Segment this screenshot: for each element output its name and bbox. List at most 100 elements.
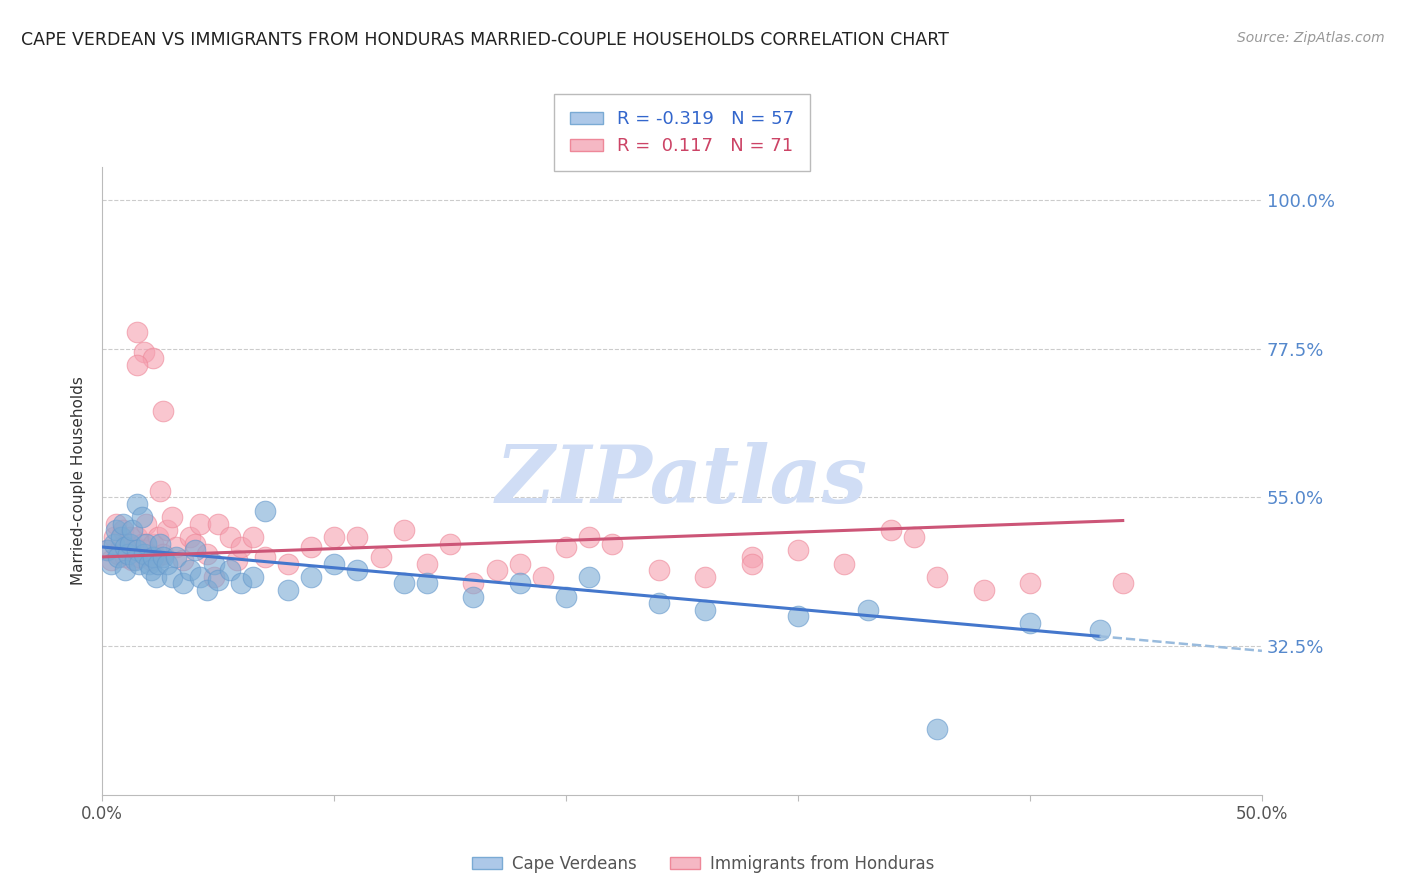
Point: [787, 543, 810, 558]
Point: [114, 549, 136, 564]
Point: [242, 530, 264, 544]
Point: [114, 563, 136, 577]
Point: [463, 590, 485, 604]
Point: [142, 549, 165, 564]
Point: [125, 497, 148, 511]
Point: [253, 549, 276, 564]
Point: [124, 553, 146, 567]
Point: [135, 516, 157, 531]
Point: [117, 547, 139, 561]
Point: [160, 510, 183, 524]
Point: [149, 537, 172, 551]
Point: [323, 530, 346, 544]
Point: [370, 549, 392, 564]
Point: [1112, 576, 1135, 591]
Point: [648, 596, 671, 610]
Point: [1088, 623, 1111, 637]
Point: [103, 537, 125, 551]
Point: [242, 570, 264, 584]
Point: [648, 563, 671, 577]
Point: [741, 549, 763, 564]
Point: [416, 557, 439, 571]
Point: [277, 557, 299, 571]
Point: [1019, 616, 1042, 631]
Point: [145, 570, 167, 584]
Y-axis label: Married-couple Households: Married-couple Households: [72, 376, 86, 585]
Point: [834, 557, 856, 571]
Point: [695, 603, 717, 617]
Point: [121, 524, 143, 538]
Point: [927, 570, 949, 584]
Text: CAPE VERDEAN VS IMMIGRANTS FROM HONDURAS MARRIED-COUPLE HOUSEHOLDS CORRELATION C: CAPE VERDEAN VS IMMIGRANTS FROM HONDURAS…: [21, 31, 949, 49]
Point: [114, 540, 136, 554]
Point: [195, 582, 218, 597]
Point: [156, 557, 179, 571]
Point: [172, 576, 194, 591]
Point: [927, 722, 949, 736]
Point: [125, 530, 148, 544]
Point: [149, 483, 172, 498]
Point: [346, 563, 368, 577]
Point: [105, 516, 128, 531]
Point: [165, 540, 187, 554]
Point: [125, 543, 148, 558]
Point: [121, 553, 143, 567]
Point: [184, 543, 207, 558]
Point: [179, 530, 201, 544]
Point: [125, 358, 148, 372]
Point: [903, 530, 925, 544]
Point: [110, 540, 132, 554]
Point: [555, 590, 578, 604]
Point: [142, 351, 165, 366]
Point: [105, 524, 128, 538]
Point: [439, 537, 461, 551]
Point: [100, 557, 122, 571]
Text: Source: ZipAtlas.com: Source: ZipAtlas.com: [1237, 31, 1385, 45]
Point: [253, 503, 276, 517]
Point: [485, 563, 508, 577]
Point: [112, 524, 135, 538]
Point: [231, 576, 253, 591]
Point: [531, 570, 554, 584]
Point: [179, 563, 201, 577]
Point: [145, 549, 167, 564]
Point: [416, 576, 439, 591]
Point: [207, 516, 229, 531]
Point: [124, 540, 146, 554]
Point: [118, 537, 141, 551]
Point: [96, 543, 118, 558]
Point: [578, 570, 600, 584]
Point: [509, 576, 531, 591]
Point: [323, 557, 346, 571]
Point: [125, 325, 148, 339]
Point: [146, 557, 169, 571]
Point: [578, 530, 600, 544]
Text: ZIPatlas: ZIPatlas: [496, 442, 868, 520]
Point: [172, 553, 194, 567]
Point: [856, 603, 879, 617]
Legend: Cape Verdeans, Immigrants from Honduras: Cape Verdeans, Immigrants from Honduras: [465, 848, 941, 880]
Point: [112, 516, 135, 531]
Point: [165, 549, 187, 564]
Point: [156, 524, 179, 538]
Point: [110, 530, 132, 544]
Point: [107, 549, 129, 564]
Point: [207, 573, 229, 587]
Point: [602, 537, 624, 551]
Point: [132, 344, 155, 359]
Point: [152, 404, 174, 418]
Point: [188, 516, 211, 531]
Point: [741, 557, 763, 571]
Point: [184, 537, 207, 551]
Point: [152, 549, 174, 564]
Point: [100, 553, 122, 567]
Point: [152, 547, 174, 561]
Point: [131, 537, 153, 551]
Point: [132, 547, 155, 561]
Point: [787, 609, 810, 624]
Point: [138, 557, 160, 571]
Point: [218, 530, 240, 544]
Point: [555, 540, 578, 554]
Point: [231, 540, 253, 554]
Point: [188, 570, 211, 584]
